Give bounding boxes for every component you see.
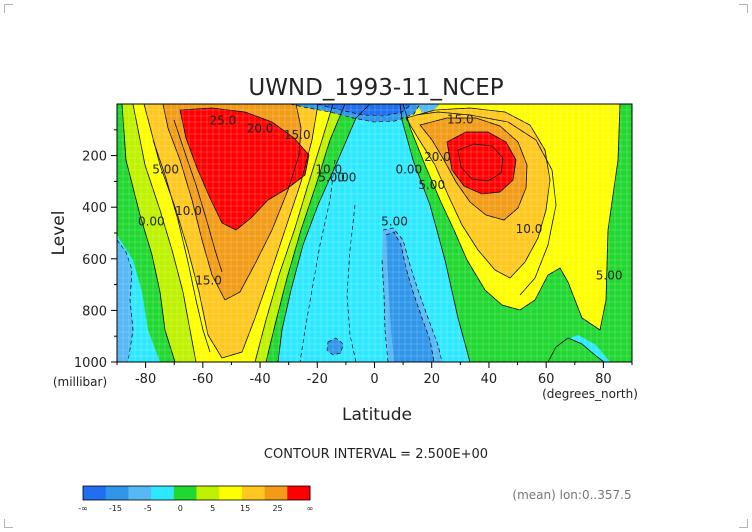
colorbar-label: -15 <box>109 504 122 513</box>
contour-label: 0.00 <box>330 170 357 184</box>
colorbar-swatch <box>151 486 175 500</box>
colorbar-swatch <box>219 486 243 500</box>
colorbar-frame <box>82 485 311 501</box>
x-tick-label: 60 <box>538 372 555 387</box>
contour-field: 25.020.0 15.05.000.0010.015.010.05.000.00… <box>117 104 632 362</box>
x-axis-label: Latitude <box>342 405 412 425</box>
colorbar-swatch <box>196 486 220 500</box>
colorbar-swatch <box>241 486 266 500</box>
x-tick-label: -20 <box>307 372 328 387</box>
grid-texture <box>117 104 632 362</box>
axes: -80 -60 -40 -20 0 20 40 60 80 200 400 600 800 1000 <box>74 129 633 387</box>
colorbar-swatch <box>105 486 129 500</box>
contour-label: 10.0 <box>516 222 543 236</box>
band-low-mid-blue <box>117 240 133 362</box>
contour-label: 20.0 <box>247 121 274 135</box>
contour-lines-negative <box>117 104 443 362</box>
x-tick-label: 80 <box>595 372 612 387</box>
colorbar-label: 25 <box>272 504 282 513</box>
contour-labels: 25.020.0 15.05.000.0010.015.010.05.000.00… <box>138 112 622 287</box>
band-top-dark-blue <box>318 104 412 116</box>
x-tick-label: 20 <box>423 372 440 387</box>
colorbar-swatch <box>173 486 197 500</box>
colorbar-label: ∞ <box>307 504 314 513</box>
averaging-note: (mean) lon:0..357.5 <box>512 488 631 502</box>
contour-lines <box>121 104 621 362</box>
corner-mark-top-right <box>739 4 748 13</box>
y-axis-units: (millibar) <box>53 375 107 389</box>
y-tick-label: 1000 <box>74 356 107 371</box>
contour-label: 0.00 <box>395 163 422 177</box>
band-small-blue-spot <box>327 338 343 355</box>
band-top-blue-cap <box>417 104 440 113</box>
y-tick-label: 400 <box>82 201 107 216</box>
colorbar-swatch <box>264 486 288 500</box>
colorbar-swatch <box>287 486 311 500</box>
corner-mark-bottom-left <box>4 519 13 528</box>
y-tick-label: 200 <box>82 150 107 165</box>
x-tick-label: -80 <box>135 372 156 387</box>
contour-interval-label: CONTOUR INTERVAL = 2.500E+00 <box>264 447 488 462</box>
contour-label: 15.0 <box>284 128 311 142</box>
x-axis-units: (degrees_north) <box>542 387 638 401</box>
contour-label: 5.00 <box>152 163 179 177</box>
colorbar-label: -∞ <box>78 504 88 513</box>
y-tick-label: 600 <box>82 253 107 268</box>
corner-mark-top-left <box>4 4 13 13</box>
contour-label: 5.00 <box>418 178 445 192</box>
colorbar-label: 15 <box>240 504 250 513</box>
contour-label: 10.0 <box>175 204 202 218</box>
contour-label: 20.0 <box>424 150 451 164</box>
x-tick-label: 40 <box>481 372 498 387</box>
colorbar-label: -5 <box>144 504 152 513</box>
y-axis-label: Level <box>49 211 69 256</box>
colorbar: -∞ -15 -5 0 5 15 25 ∞ <box>78 485 314 513</box>
y-tick-label: 800 <box>82 304 107 319</box>
band-bottom-green-lump <box>548 338 604 362</box>
colorbar-label: 0 <box>178 504 183 513</box>
contour-label: 5.00 <box>318 170 345 184</box>
band-deep-blue-core <box>386 232 434 362</box>
x-tick-label: 0 <box>370 372 378 387</box>
contour-label: 5.00 <box>381 214 408 228</box>
colorbar-swatch <box>83 486 107 500</box>
contour-label: 5.00 <box>596 268 623 282</box>
chart-title: UWND_1993-11_NCEP <box>248 75 503 101</box>
contour-label: 10.0 <box>315 163 342 177</box>
colorbar-swatch <box>128 486 152 500</box>
contour-label: 15.0 <box>447 112 474 126</box>
band-left-red <box>180 108 309 230</box>
contour-label: 25.0 <box>210 114 237 128</box>
colorbar-label: 5 <box>210 504 215 513</box>
x-tick-label: -40 <box>249 372 270 387</box>
corner-mark-bottom-right <box>739 519 748 528</box>
contour-label: 15.0 <box>195 274 222 288</box>
x-tick-label: -60 <box>192 372 213 387</box>
contour-label: 0.00 <box>138 214 165 228</box>
